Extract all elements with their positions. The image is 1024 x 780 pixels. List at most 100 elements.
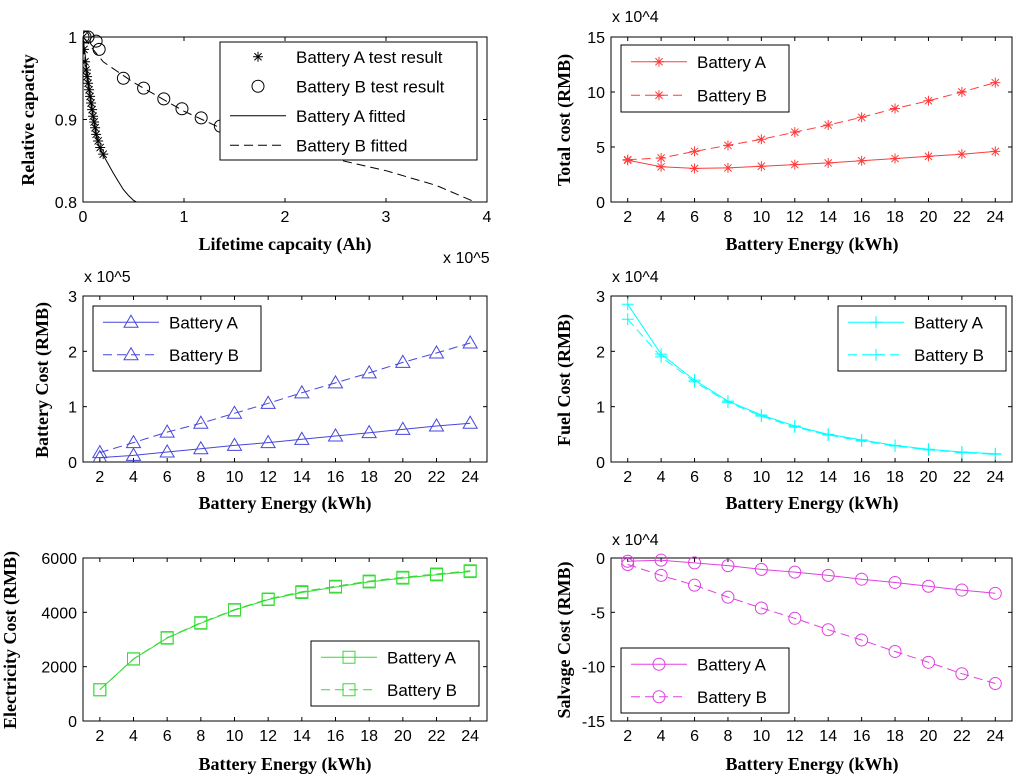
electricity-series-2-point [228, 603, 241, 617]
salvage-series-2-point [855, 633, 869, 647]
battery-y-tick-label: 1 [68, 400, 77, 417]
salvage-y-tick-label: -5 [591, 605, 605, 622]
total-legend-swatch-marker [654, 90, 664, 101]
battery-x-tick-label: 18 [360, 469, 378, 486]
salvage-series-1-point [788, 565, 802, 579]
battery-cost-y-exponent: x 10^5 [84, 269, 131, 286]
fuel-x-tick-label: 10 [752, 469, 770, 486]
battery-series-2-point [462, 335, 479, 349]
battery-series-1-point [361, 424, 378, 439]
electricity-x-tick-label: 4 [129, 728, 138, 745]
fuel-series-2-point [989, 448, 1002, 461]
salvage-series-1-point [888, 575, 902, 589]
battery-cost-y-label: Battery Cost (RMB) [32, 302, 53, 458]
electricity-legend-label: Battery B [387, 681, 457, 700]
fuel-y-tick-label: 0 [596, 455, 605, 472]
electricity-plot-area [93, 564, 477, 697]
battery-cost-x-label: Battery Energy (kWh) [199, 493, 372, 514]
total-x-tick-label: 8 [724, 209, 733, 226]
battery-x-tick-label: 2 [95, 469, 104, 486]
battery-legend-swatch-marker [123, 346, 139, 361]
battery-x-tick-label: 14 [293, 469, 311, 486]
capacity-x-label: Lifetime capcaity (Ah) [199, 234, 372, 255]
battery-series-2-point [226, 405, 243, 419]
electricity-series-2-point [463, 564, 477, 578]
electricity-x-tick-label: 16 [327, 728, 345, 745]
fuel-series-2-point [822, 428, 835, 441]
salvage-x-tick-label: 8 [724, 728, 733, 745]
battery-series-2-point [394, 354, 411, 368]
total-x-tick-label: 18 [886, 209, 904, 226]
electricity-series-2-point [396, 570, 410, 584]
capacity-series-2-point [116, 71, 130, 85]
capacity-y-label: Relative capacity [18, 54, 38, 185]
total-cost-chart: Battery Energy (kWh) Total cost (RMB) x … [554, 9, 1013, 255]
capacity-y-tick-label: 0.8 [55, 195, 77, 212]
battery-series-1-point [92, 449, 108, 462]
battery-x-tick-label: 8 [196, 469, 205, 486]
battery-series-1-point [192, 440, 209, 455]
salvage-x-tick-label: 4 [657, 728, 666, 745]
capacity-y-tick-label: 1 [68, 30, 77, 47]
salvage-x-tick-label: 16 [853, 728, 871, 745]
total-x-tick-label: 14 [819, 209, 837, 226]
total-legend-label: Battery A [697, 53, 767, 72]
battery-series-1-point [226, 437, 243, 451]
total-plot-area [622, 77, 1001, 174]
battery-x-tick-label: 12 [259, 469, 277, 486]
battery-legend-label: Battery B [169, 346, 239, 365]
fuel-x-tick-label: 6 [690, 469, 699, 486]
capacity-series-2-point [175, 102, 189, 116]
salvage-x-tick-label: 20 [920, 728, 938, 745]
salvage-cost-x-label: Battery Energy (kWh) [726, 754, 899, 775]
battery-y-tick-label: 3 [68, 289, 77, 306]
fuel-series-2-point [922, 443, 935, 456]
salvage-series-1-point [988, 586, 1002, 600]
battery-axes-box [82, 295, 488, 463]
salvage-legend-swatch-marker [652, 690, 666, 704]
battery-series-2-point [428, 345, 445, 359]
salvage-legend-swatch-marker [652, 657, 666, 671]
electricity-series-2-point [127, 652, 140, 666]
salvage-axes-box [610, 557, 1013, 722]
battery-series-1-point [125, 447, 142, 461]
total-legend-swatch-marker [654, 56, 664, 67]
battery-series-1-point [159, 444, 176, 458]
capacity-x-tick-label: 3 [382, 209, 391, 226]
capacity-x-tick-label: 1 [180, 209, 189, 226]
fuel-y-tick-label: 3 [596, 289, 605, 306]
salvage-series-1-point [654, 553, 668, 567]
salvage-x-tick-label: 2 [623, 728, 632, 745]
total-series-1-line [627, 150, 996, 169]
electricity-series-2-point [261, 592, 275, 606]
total-series-1-point [956, 149, 967, 160]
total-series-1-point [856, 155, 867, 166]
battery-x-tick-label: 4 [129, 469, 138, 486]
fuel-x-tick-label: 4 [657, 469, 666, 486]
salvage-plot-area [621, 553, 1002, 691]
electricity-x-tick-label: 18 [360, 728, 378, 745]
fuel-x-tick-label: 2 [623, 469, 632, 486]
battery-series-2-point [125, 434, 142, 449]
total-x-tick-label: 4 [657, 209, 666, 226]
fuel-cost-chart: Battery Energy (kWh) Fuel Cost (RMB) x 1… [554, 269, 1013, 514]
capacity-series-1-point [83, 71, 93, 82]
battery-legend-box [92, 305, 262, 372]
capacity-series-1-point [83, 78, 94, 89]
total-x-tick-label: 6 [690, 209, 699, 226]
salvage-series-2-point [788, 611, 802, 625]
salvage-legend-label: Battery B [697, 688, 767, 707]
capacity-series-2-point [157, 92, 171, 106]
electricity-legend-label: Battery A [387, 648, 457, 667]
salvage-series-1-point [921, 579, 935, 593]
total-x-tick-label: 2 [623, 209, 632, 226]
salvage-y-tick-label: 0 [596, 551, 605, 568]
fuel-cost-y-label: Fuel Cost (RMB) [554, 314, 575, 446]
fuel-series-2-point [721, 396, 734, 409]
capacity-legend-swatch-marker [251, 79, 265, 93]
electricity-series-2-point [362, 574, 376, 588]
total-x-tick-label: 12 [786, 209, 804, 226]
total-y-tick-label: 0 [596, 195, 605, 212]
salvage-series-2-point [955, 667, 969, 681]
salvage-x-tick-label: 10 [752, 728, 770, 745]
